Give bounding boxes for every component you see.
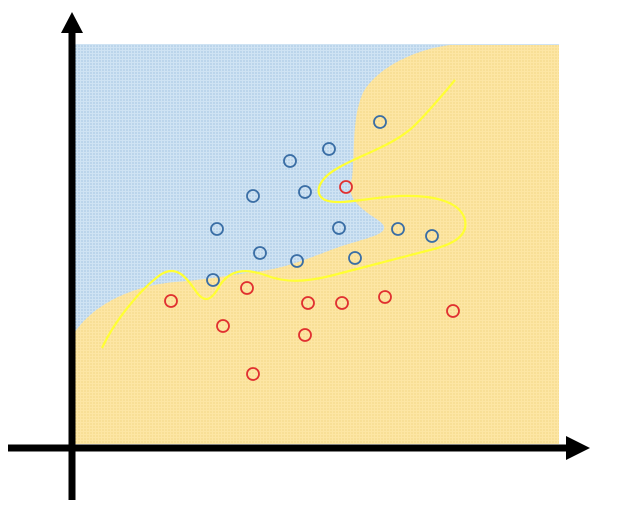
blue-class-point: [206, 273, 220, 287]
red-class-point: [298, 328, 312, 342]
blue-class-point: [246, 189, 260, 203]
axes: [8, 12, 590, 500]
red-class-point: [378, 290, 392, 304]
decision-boundary-line: [101, 79, 467, 349]
blue-class-point: [290, 254, 304, 268]
red-class-point: [446, 304, 460, 318]
red-class-point: [240, 281, 254, 295]
blue-class-point: [253, 246, 267, 260]
blue-class-point: [298, 185, 312, 199]
red-class-point: [164, 294, 178, 308]
blue-class-point: [391, 222, 405, 236]
blue-class-point: [283, 154, 297, 168]
blue-class-point: [373, 115, 387, 129]
red-class-point: [335, 296, 349, 310]
red-class-point: [216, 319, 230, 333]
red-class-point: [339, 180, 353, 194]
red-class-point: [301, 296, 315, 310]
blue-class-point: [425, 229, 439, 243]
blue-class-point: [210, 222, 224, 236]
blue-class-point: [332, 221, 346, 235]
yellow-region: [73, 45, 559, 444]
y-axis-arrowhead: [61, 12, 83, 33]
x-axis-arrowhead: [566, 436, 590, 460]
points-layer: [164, 115, 460, 381]
blue-class-point: [322, 142, 336, 156]
blue-class-point: [348, 251, 362, 265]
red-class-point: [246, 367, 260, 381]
